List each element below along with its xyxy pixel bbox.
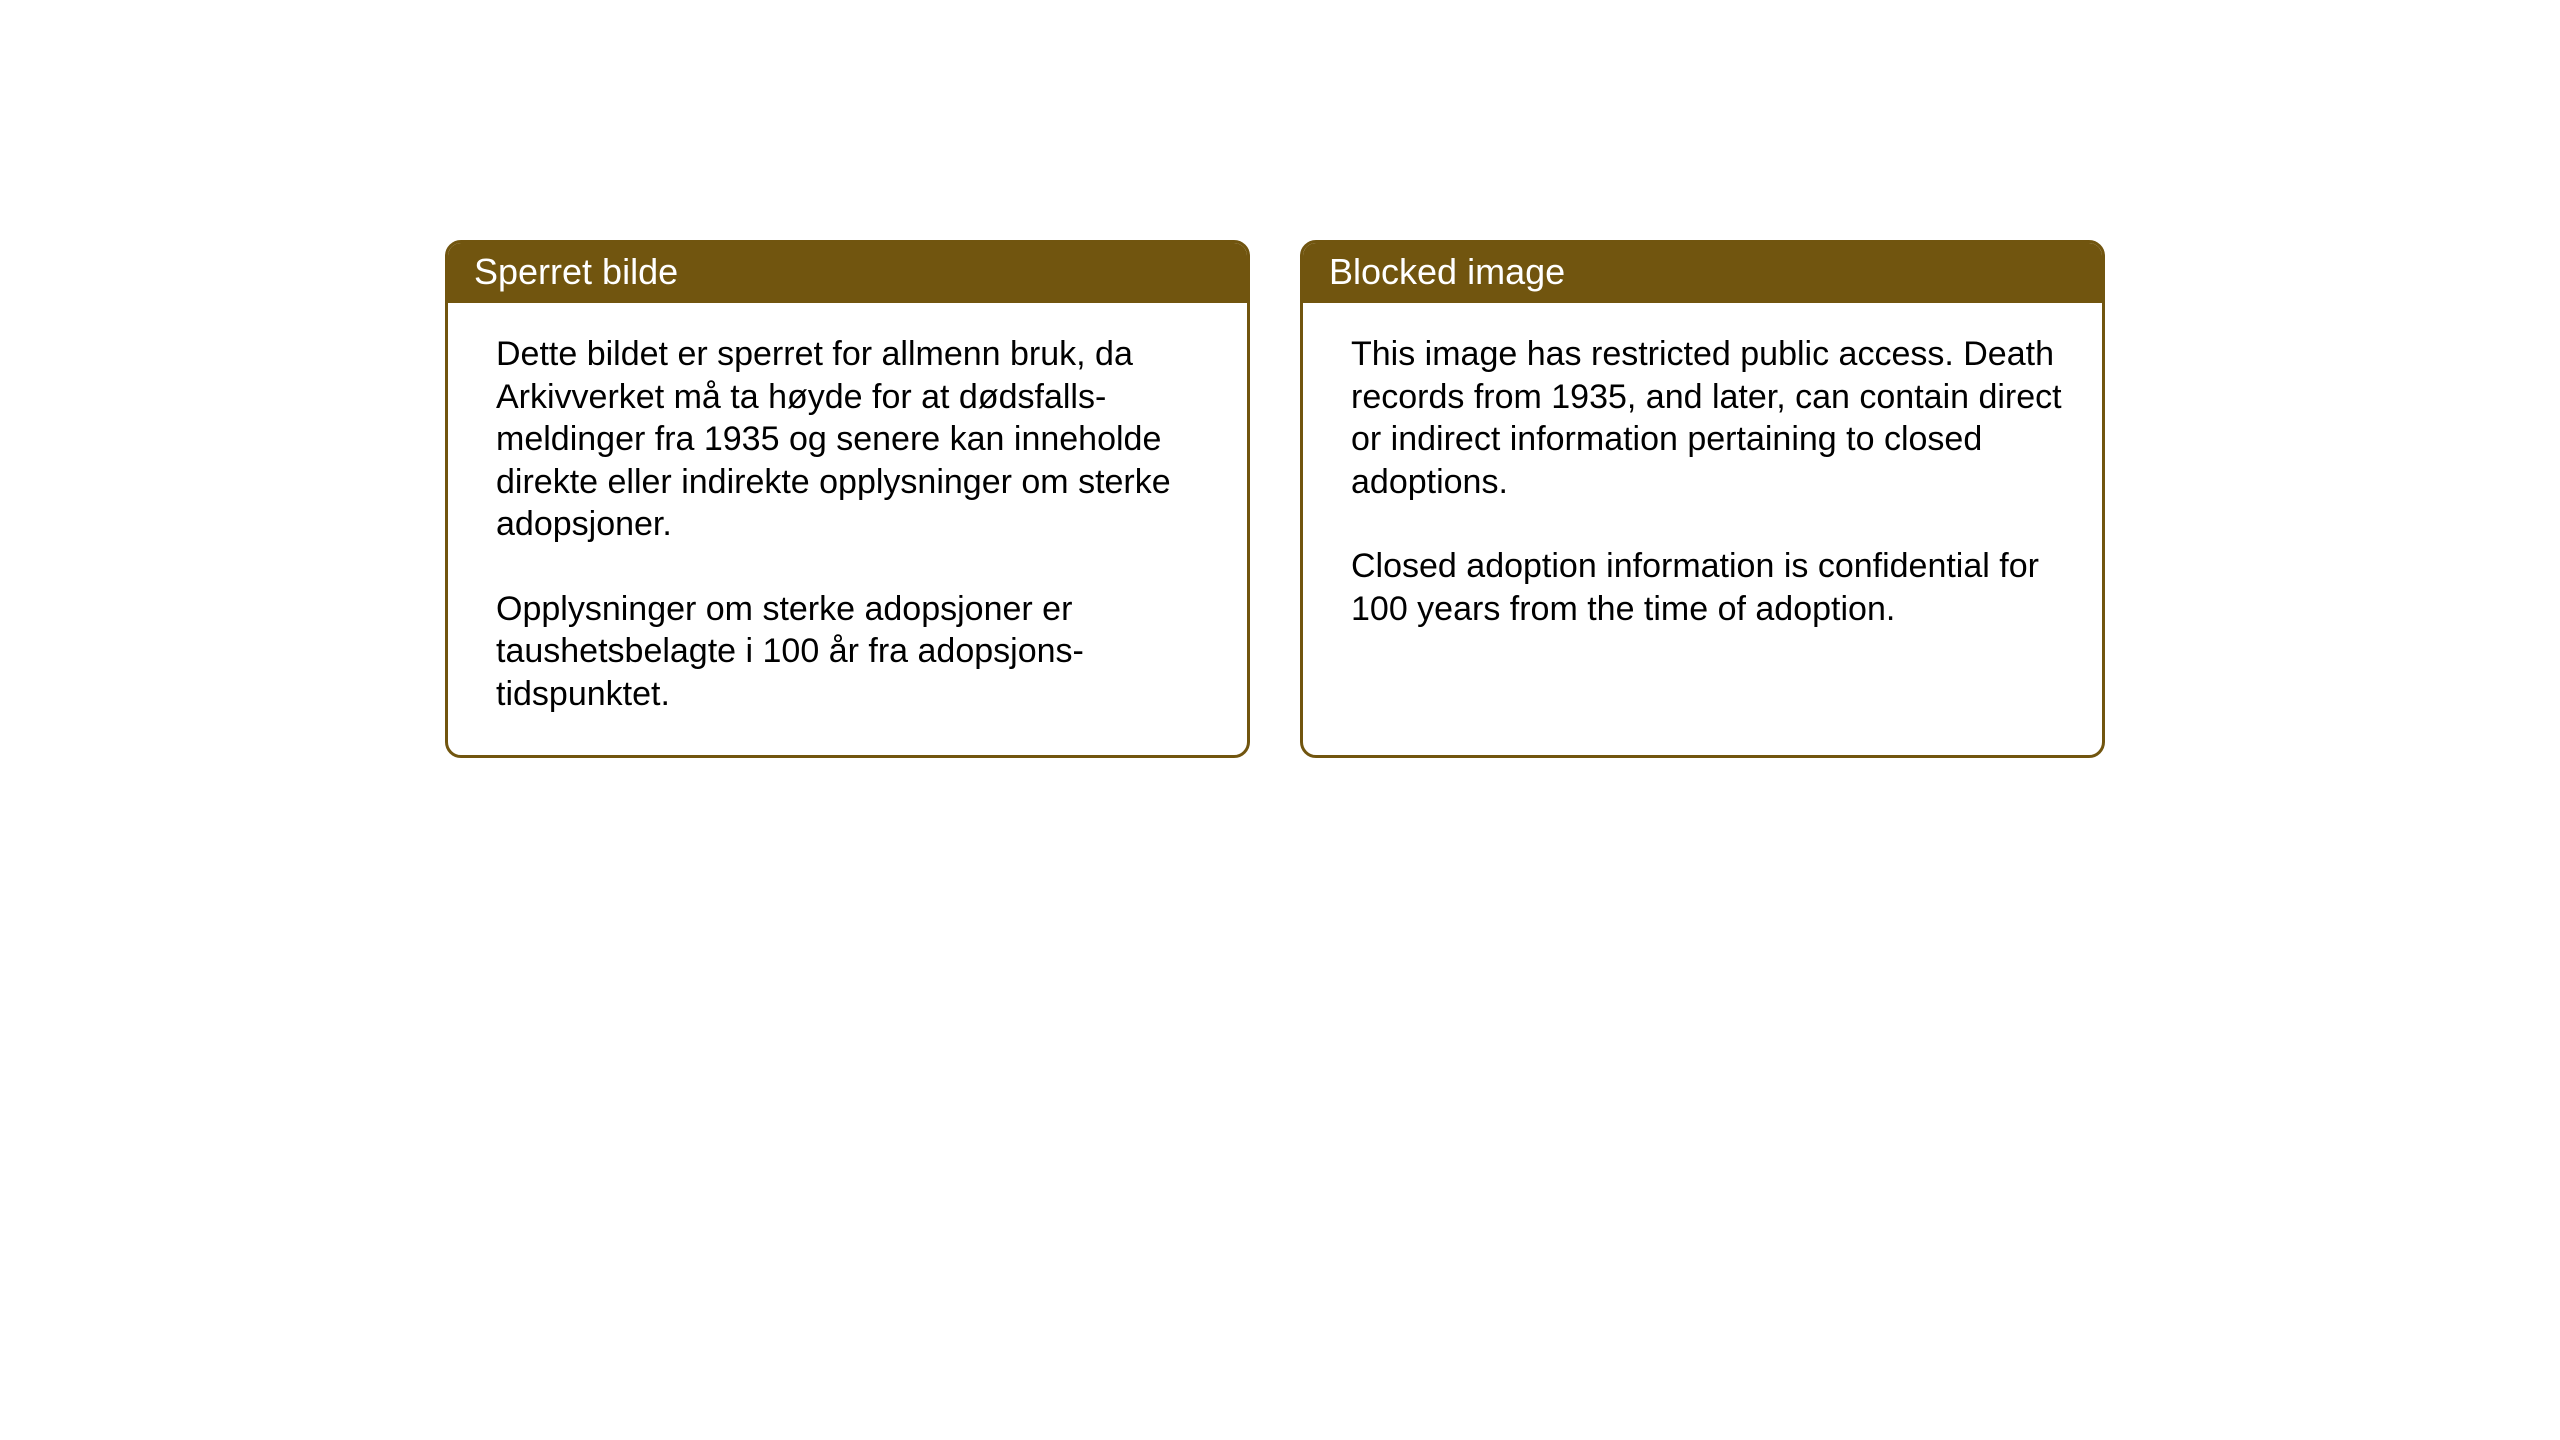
- notice-paragraph-2-norwegian: Opplysninger om sterke adopsjoner er tau…: [496, 588, 1207, 716]
- notice-header-english: Blocked image: [1303, 243, 2102, 303]
- notice-box-norwegian: Sperret bilde Dette bildet er sperret fo…: [445, 240, 1250, 758]
- notice-paragraph-2-english: Closed adoption information is confident…: [1351, 545, 2062, 630]
- notice-body-english: This image has restricted public access.…: [1303, 303, 2102, 670]
- notice-header-norwegian: Sperret bilde: [448, 243, 1247, 303]
- notice-body-norwegian: Dette bildet er sperret for allmenn bruk…: [448, 303, 1247, 755]
- notice-paragraph-1-norwegian: Dette bildet er sperret for allmenn bruk…: [496, 333, 1207, 546]
- notices-container: Sperret bilde Dette bildet er sperret fo…: [0, 0, 2560, 758]
- notice-box-english: Blocked image This image has restricted …: [1300, 240, 2105, 758]
- notice-paragraph-1-english: This image has restricted public access.…: [1351, 333, 2062, 503]
